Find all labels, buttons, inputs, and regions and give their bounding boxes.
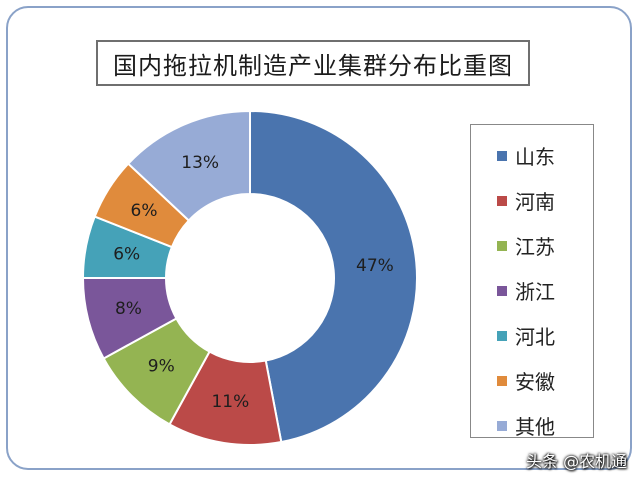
legend-label: 浙江 — [515, 280, 555, 304]
legend-item-6: 安徽 — [497, 358, 593, 403]
legend-label: 山东 — [515, 145, 555, 169]
legend-label: 安徽 — [515, 370, 555, 394]
slice-value-label-5: 6% — [113, 244, 140, 264]
legend-swatch — [497, 150, 507, 161]
slice-value-label-4: 8% — [115, 299, 142, 319]
legend-swatch — [497, 375, 507, 386]
slice-value-label-1: 47% — [356, 256, 394, 276]
legend-item-1: 山东 — [497, 133, 593, 178]
legend-label: 其他 — [515, 415, 555, 439]
slice-value-label-3: 9% — [148, 357, 175, 377]
legend-swatch — [497, 420, 507, 431]
legend-item-7: 其他 — [497, 403, 593, 448]
legend-item-2: 河南 — [497, 178, 593, 223]
watermark-text: 头条 @农机通 — [526, 452, 628, 471]
legend-label: 河南 — [515, 190, 555, 214]
legend-swatch — [497, 330, 507, 341]
legend-label: 江苏 — [515, 235, 555, 259]
legend-item-5: 河北 — [497, 313, 593, 358]
legend-item-3: 江苏 — [497, 223, 593, 268]
legend-swatch — [497, 195, 507, 206]
slice-value-label-2: 11% — [211, 392, 249, 412]
legend-swatch — [497, 240, 507, 251]
chart-title-box: 国内拖拉机制造产业集群分布比重图 — [96, 40, 530, 86]
legend-label: 河北 — [515, 325, 555, 349]
donut-slice-7 — [126, 109, 251, 222]
chart-legend: 山东河南江苏浙江河北安徽其他 — [470, 124, 594, 439]
legend-swatch — [497, 285, 507, 296]
slice-value-label-7: 13% — [181, 153, 219, 173]
legend-item-4: 浙江 — [497, 268, 593, 313]
chart-title: 国内拖拉机制造产业集群分布比重图 — [113, 51, 513, 80]
slice-value-label-6: 6% — [131, 201, 158, 221]
donut-slice-1 — [249, 109, 418, 444]
